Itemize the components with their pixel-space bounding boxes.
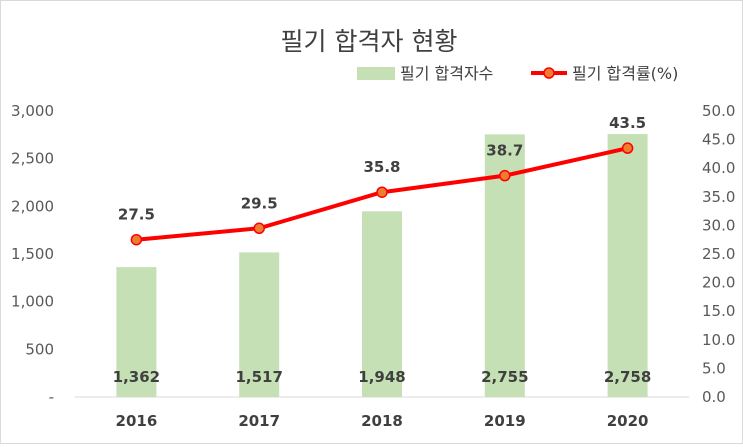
x-tick-label: 2016: [116, 412, 158, 430]
y-right-tick-label: 5.0: [702, 359, 726, 377]
bar-data-label: 1,362: [113, 368, 160, 386]
y-right-tick-label: 25.0: [702, 245, 735, 263]
x-tick-label: 2017: [238, 412, 280, 430]
bar-data-label: 1,517: [235, 368, 282, 386]
y-left-tick-label: 2,000: [11, 197, 54, 215]
y-left-tick-label: 2,500: [11, 150, 54, 168]
line-data-label: 38.7: [486, 142, 523, 160]
y-left-tick-label: 1,000: [11, 293, 54, 311]
x-tick-label: 2019: [484, 412, 526, 430]
y-right-tick-label: 10.0: [702, 331, 735, 349]
bar-data-label: 2,758: [604, 368, 651, 386]
y-left-tick-label: -: [49, 388, 54, 406]
bar-data-label: 1,948: [358, 368, 405, 386]
bar: [607, 134, 648, 397]
legend-swatch-marker: [543, 67, 555, 79]
legend-label-bar: 필기 합격자수: [400, 64, 493, 83]
y-right-tick-label: 45.0: [702, 131, 735, 149]
chart-title: 필기 합격자 현황: [281, 27, 458, 56]
y-right-tick-label: 30.0: [702, 216, 735, 234]
legend-swatch-bar: [357, 67, 395, 80]
x-tick-label: 2020: [607, 412, 649, 430]
bar: [362, 211, 402, 397]
line-point: [499, 169, 511, 182]
y-right-tick-label: 35.0: [702, 188, 735, 206]
line-point: [130, 233, 143, 246]
line-data-label: 29.5: [241, 194, 278, 212]
bar: [116, 267, 157, 397]
legend-label-line: 필기 합격률(%): [572, 64, 678, 83]
legend: 필기 합격자수 필기 합격률(%): [357, 64, 678, 83]
y-right-tick-label: 15.0: [702, 302, 735, 320]
line-data-label: 27.5: [118, 206, 155, 224]
line-data-label: 43.5: [609, 114, 646, 132]
line-point: [621, 142, 634, 154]
line-point: [253, 222, 265, 235]
bar-data-label: 2,755: [481, 368, 528, 386]
line-point: [376, 186, 388, 198]
y-right-tick-label: 50.0: [702, 102, 735, 120]
plot-area: - 500 1,000 1,500 2,000 2,500 3,000 0.0 5.0 10.0 1…: [11, 102, 735, 430]
y-left-tick-label: 3,000: [11, 102, 54, 120]
y-right-tick-label: 0.0: [702, 388, 726, 406]
y-right-tick-label: 20.0: [702, 274, 735, 292]
x-tick-label: 2018: [361, 412, 403, 430]
line-data-label: 35.8: [363, 158, 400, 176]
bar: [239, 252, 280, 397]
y-right-tick-label: 40.0: [702, 159, 735, 177]
y-left-tick-label: 500: [25, 340, 54, 358]
y-left-tick-label: 1,500: [11, 245, 54, 263]
